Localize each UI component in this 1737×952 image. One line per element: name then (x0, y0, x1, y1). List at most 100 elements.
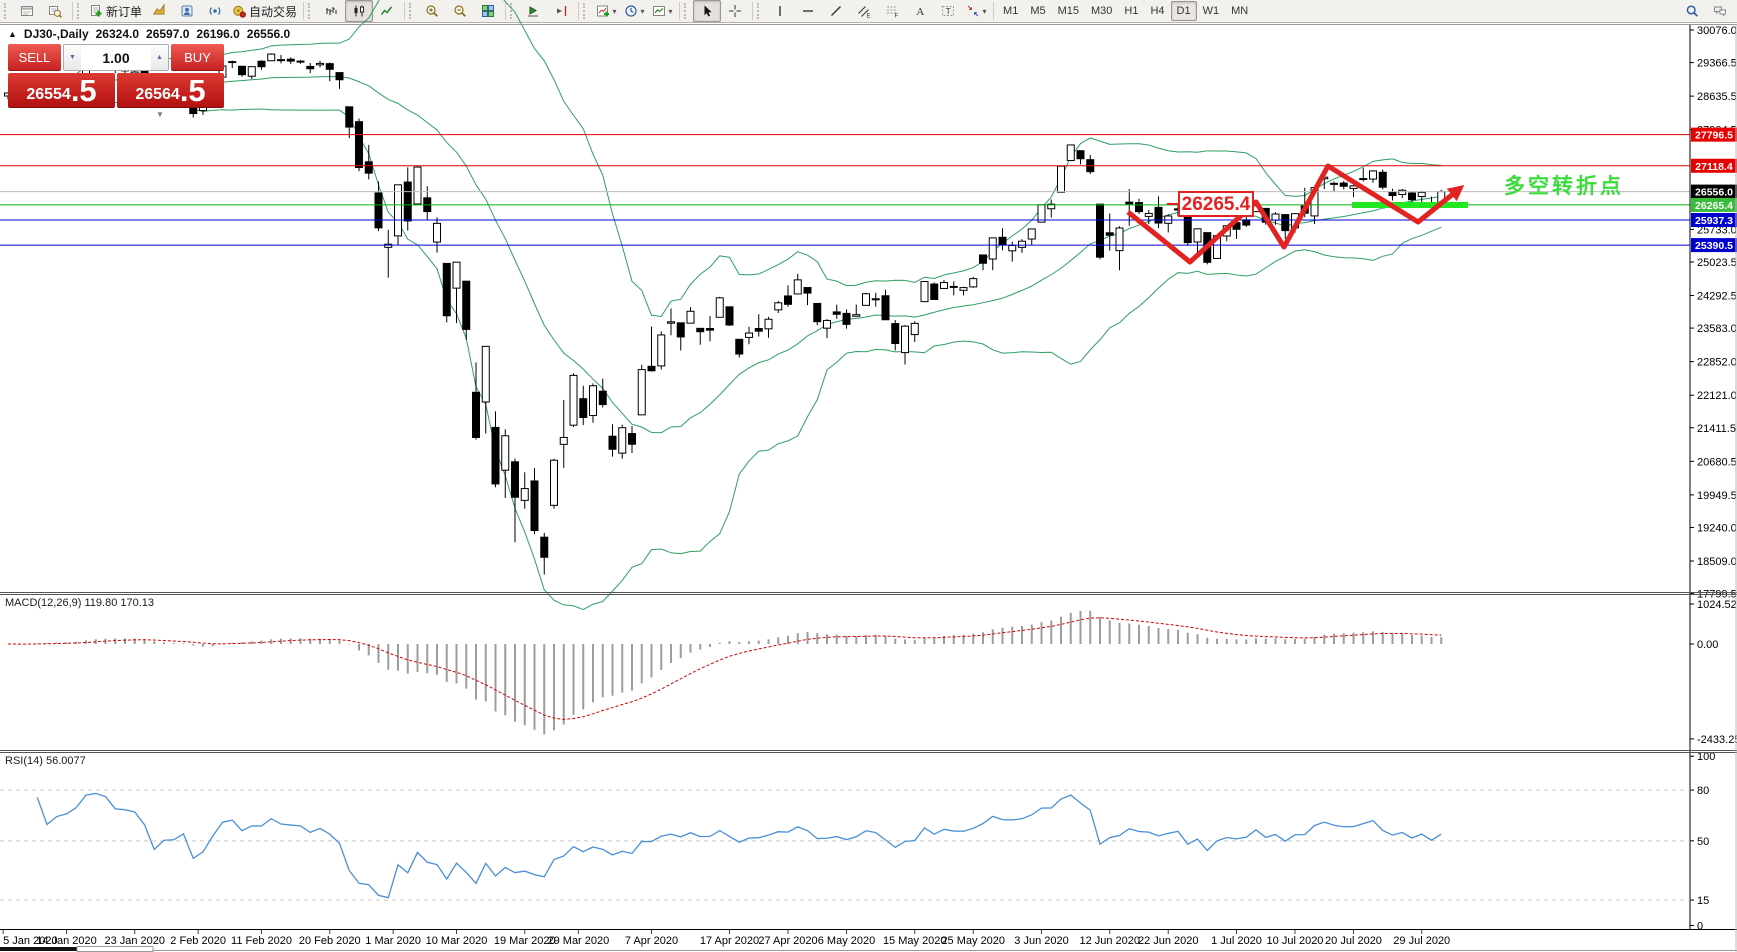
volume-input[interactable] (81, 45, 151, 70)
toolbar-periods-button[interactable]: ▾ (620, 0, 648, 22)
toolbar-separator (404, 2, 406, 20)
timeframe-button-D1[interactable]: D1 (1170, 1, 1197, 21)
toolbar-grip-handle[interactable] (308, 3, 314, 19)
toolbar-autotrading-button[interactable]: 自动交易 (229, 0, 300, 22)
toolbar-text-label-button[interactable]: T (934, 0, 962, 22)
toolbar-cursor-button[interactable] (693, 0, 722, 22)
toolbar-grip-handle[interactable] (4, 3, 10, 19)
bull-candle (1330, 182, 1338, 185)
volume-increase-button[interactable]: ▲ (151, 45, 168, 70)
toolbar-horizontal-line-button[interactable] (794, 0, 822, 22)
bear-candle (579, 398, 588, 418)
timeframe-button-MN[interactable]: MN (1231, 5, 1249, 17)
timeframe-button-H4[interactable]: H4 (1150, 5, 1165, 17)
bull-candle (1398, 189, 1407, 195)
trend-zigzag-arrow[interactable] (1126, 163, 1465, 265)
toolbar-grip-handle[interactable] (409, 3, 415, 19)
price-level-badge-text: 26556.0 (1695, 187, 1733, 199)
toolbar-data-window-button[interactable] (173, 0, 201, 22)
toolbar-text-button[interactable]: A (906, 0, 934, 22)
toolbar-indicators-button[interactable]: ▾ (592, 0, 620, 22)
sell-price-button[interactable]: 26554.5 (8, 73, 115, 108)
timeframe-button-M1[interactable]: M1 (1003, 5, 1019, 17)
main-toolbar: 新订单 自动交易 ▾ ▾ ▾ E F A T ▾ M1 M5 M15 M30 H1 H4 D1 W1 MN (0, 0, 1737, 23)
timeframe-button-M5[interactable]: M5 (1030, 5, 1046, 17)
bear-candle (345, 106, 354, 128)
toolbar-separator (303, 2, 305, 20)
toolbar-grip-handle[interactable] (583, 3, 589, 19)
timeframe-button-H1[interactable]: H1 (1124, 5, 1139, 17)
macd-label: MACD(12,26,9) 119.80 170.13 (5, 597, 155, 609)
bear-candle (998, 236, 1007, 246)
price-level-badge-text: 26265.4 (1695, 200, 1733, 212)
chevron-down-icon[interactable]: ▾ (612, 6, 617, 16)
toolbar-market-watch-button[interactable] (145, 0, 173, 22)
price-level-badge-text: 25390.5 (1695, 240, 1733, 252)
toolbar-grip-handle[interactable] (77, 3, 83, 19)
bollinger-middle-band (27, 76, 1442, 434)
toolbar-grip-handle[interactable] (510, 3, 516, 19)
toolbar-grip-handle[interactable] (684, 3, 690, 19)
toolbar-line-chart-button[interactable] (373, 0, 401, 22)
bear-candle (979, 254, 987, 264)
toolbar-zoom-out-button[interactable] (446, 0, 474, 22)
toolbar-templates-button[interactable]: ▾ (648, 0, 676, 22)
vertical-line-icon (779, 6, 781, 16)
timeframe-button-M15[interactable]: M15 (1057, 5, 1079, 17)
date-label: 3 Jun 2020 (1014, 935, 1068, 947)
toolbar-vertical-line-button[interactable] (766, 0, 794, 22)
date-label: 27 Apr 2020 (758, 935, 817, 947)
timeframe-button-M30[interactable]: M30 (1091, 5, 1113, 17)
toolbar-profiles-button[interactable] (41, 0, 69, 22)
tile-windows-icon (482, 5, 495, 17)
volume-decrease-button[interactable]: ▼ (64, 45, 81, 70)
toolbar-chart-shift-button[interactable] (547, 0, 575, 22)
bear-candle (1388, 191, 1397, 197)
bull-candle (1018, 240, 1026, 248)
h-scrollbar-thumb[interactable] (0, 947, 77, 951)
bear-candle (930, 283, 939, 300)
rsi-tick-label: 50 (1697, 836, 1709, 848)
panel-collapse-icon[interactable]: ▼ (156, 110, 164, 119)
toolbar-chart-window-button[interactable] (13, 0, 41, 22)
bear-candle (676, 322, 685, 338)
bear-candle (784, 295, 792, 305)
bull-candle (520, 488, 529, 501)
chart-title: ▲ DJ30-,Daily 26324.0 26597.0 26196.0 26… (8, 27, 290, 41)
bull-candle (901, 325, 909, 354)
one-click-trading-panel: SELL ▼ ▲ BUY 26554.5 26564.5 ▼ (8, 44, 224, 119)
toolbar-candlestick-button[interactable] (345, 0, 374, 22)
toolbar-fibonacci-button[interactable]: F (878, 0, 906, 22)
price-flag-text: 26265.4 (1182, 194, 1251, 215)
sell-button[interactable]: SELL (8, 44, 61, 71)
toolbar-tile-windows-button[interactable] (474, 0, 502, 22)
toolbar-chat-button[interactable] (1706, 0, 1734, 22)
price-tick-label: 22121.0 (1697, 390, 1737, 402)
date-label: 29 Jul 2020 (1393, 935, 1450, 947)
toolbar-new-order-button[interactable]: 新订单 (86, 0, 145, 22)
chevron-down-icon[interactable]: ▾ (982, 6, 987, 16)
templates-icon (652, 6, 665, 16)
chevron-down-icon[interactable]: ▾ (668, 6, 673, 16)
buy-price-pips: .5 (179, 73, 206, 108)
toolbar-trendline-button[interactable] (822, 0, 850, 22)
bull-candle (1115, 227, 1124, 252)
bull-candle (969, 278, 978, 288)
toolbar-news-button[interactable] (201, 0, 229, 22)
toolbar-bar-chart-button[interactable] (317, 0, 345, 22)
toolbar-arrows-button[interactable]: ▾ (962, 0, 990, 22)
toolbar-crosshair-button[interactable] (721, 0, 749, 22)
toolbar-search-button[interactable] (1678, 0, 1706, 22)
timeframe-button-W1[interactable]: W1 (1202, 5, 1220, 17)
toolbar-grip-handle[interactable] (757, 3, 763, 19)
toolbar-channel-button[interactable]: E (850, 0, 878, 22)
bear-candle (306, 65, 315, 70)
buy-button[interactable]: BUY (171, 44, 224, 71)
h-scrollbar-track[interactable] (76, 946, 154, 952)
buy-price-button[interactable]: 26564.5 (117, 73, 224, 108)
chevron-down-icon[interactable]: ▾ (640, 6, 645, 16)
price-flag-box[interactable] (1178, 191, 1254, 217)
toolbar-zoom-in-button[interactable] (418, 0, 446, 22)
toolbar-auto-scroll-button[interactable] (519, 0, 547, 22)
